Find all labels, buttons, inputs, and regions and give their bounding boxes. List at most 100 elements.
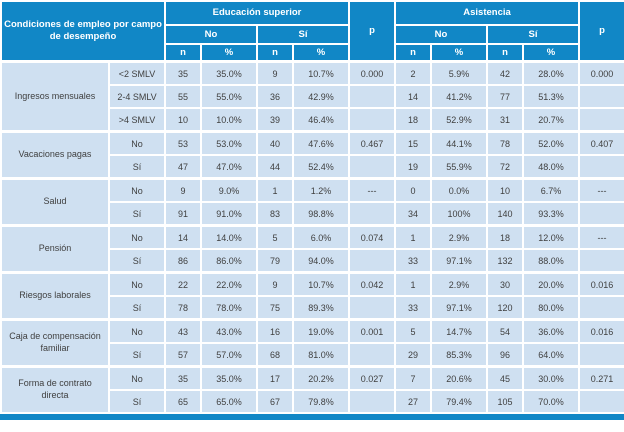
value-cell: 5 [394, 318, 432, 344]
value-cell: 16 [256, 318, 294, 344]
value-cell: 14.0% [200, 224, 258, 250]
value-cell: 0 [394, 177, 432, 203]
value-cell: 14.7% [430, 318, 488, 344]
value-cell: 45 [486, 365, 524, 391]
p-value-cell [578, 84, 624, 109]
value-cell: 48.0% [521, 154, 581, 180]
value-cell: 140 [486, 201, 524, 227]
employment-conditions-table: Condiciones de empleo por campo de desem… [0, 0, 624, 414]
subcategory-cell: Sí [108, 295, 166, 321]
value-cell: 41.2% [430, 84, 488, 109]
p-value-cell [348, 342, 396, 368]
header-n: n [164, 43, 202, 63]
header-edu-no: No [164, 24, 258, 45]
value-cell: 55 [164, 84, 202, 109]
header-asis-si: Sí [485, 24, 581, 45]
table-body: Ingresos mensuales <2 SMLV 35 35.0% 9 10.7% 0.… [0, 60, 624, 414]
p-value-cell: 0.467 [348, 130, 396, 156]
header-group-asistencia: Asistencia [393, 0, 581, 26]
value-cell: 78 [164, 295, 202, 321]
p-value-cell [578, 295, 624, 321]
subcategory-cell: Sí [108, 201, 166, 227]
value-cell: 36.0% [521, 318, 581, 344]
value-cell: 97.1% [430, 248, 488, 274]
value-cell: 2 [394, 60, 432, 86]
table-row: Vacaciones pagas No 53 53.0% 40 47.6% 0.467 15 4… [0, 130, 624, 180]
p-value-cell [348, 248, 396, 274]
value-cell: 53 [164, 130, 202, 156]
table-row: Forma de contrato directa No 35 35.0% 17 20.2… [0, 365, 624, 414]
header-n: n [256, 43, 294, 63]
value-cell: 55.9% [430, 154, 488, 180]
table-row: Sí 47 47.0% 44 52.4% 19 55.9% 72 48.0% [1, 154, 624, 180]
value-cell: 10 [164, 107, 202, 133]
value-cell: 20.0% [521, 271, 581, 297]
subcategory-cell: Sí [108, 342, 166, 368]
value-cell: 46.4% [292, 107, 350, 133]
p-value-cell: 0.271 [578, 365, 624, 391]
value-cell: 9 [256, 60, 294, 86]
value-cell: 19.0% [292, 318, 350, 344]
p-value-cell [348, 107, 396, 133]
value-cell: 51.3% [521, 84, 581, 109]
value-cell: 12.0% [521, 224, 581, 250]
value-cell: 132 [486, 248, 524, 274]
value-cell: 7 [394, 365, 432, 391]
header-p-educacion: p [348, 0, 396, 63]
value-cell: 44 [256, 154, 294, 180]
value-cell: 27 [394, 389, 432, 414]
value-cell: 1.2% [292, 177, 350, 203]
value-cell: 94.0% [292, 248, 350, 274]
value-cell: 53.0% [200, 130, 258, 156]
p-value-cell: --- [578, 224, 624, 250]
p-value-cell: 0.000 [348, 60, 396, 86]
value-cell: 9 [256, 271, 294, 297]
header-pct: % [292, 43, 350, 63]
value-cell: 93.3% [521, 201, 581, 227]
p-value-cell [578, 248, 624, 274]
value-cell: 18 [394, 107, 432, 133]
header-asis-no: No [394, 24, 488, 45]
value-cell: 72 [486, 154, 524, 180]
value-cell: 18 [486, 224, 524, 250]
employment-conditions-table-wrap: Condiciones de empleo por campo de desem… [0, 0, 624, 420]
category-cell: Vacaciones pagas [0, 130, 110, 180]
value-cell: 77 [486, 84, 524, 109]
value-cell: 28.0% [521, 60, 581, 86]
value-cell: 52.0% [521, 130, 581, 156]
value-cell: 20.2% [292, 365, 350, 391]
value-cell: 1 [394, 271, 432, 297]
value-cell: 42 [486, 60, 524, 86]
category-cell: Forma de contrato directa [0, 365, 110, 414]
table-header: Condiciones de empleo por campo de desem… [0, 0, 624, 63]
header-group-educacion: Educación superior [164, 0, 350, 26]
value-cell: 79.8% [292, 389, 350, 414]
value-cell: 1 [256, 177, 294, 203]
value-cell: 43.0% [200, 318, 258, 344]
table-row: Sí 91 91.0% 83 98.8% 34 100% 140 93.3% [1, 201, 624, 227]
value-cell: 47.6% [292, 130, 350, 156]
header-pct: % [521, 43, 581, 63]
subcategory-cell: Sí [108, 248, 166, 274]
value-cell: 33 [394, 248, 432, 274]
p-value-cell: 0.000 [578, 60, 624, 86]
value-cell: 64.0% [521, 342, 581, 368]
value-cell: 78.0% [200, 295, 258, 321]
value-cell: 78 [486, 130, 524, 156]
value-cell: 52.4% [292, 154, 350, 180]
value-cell: 55.0% [200, 84, 258, 109]
value-cell: 75 [256, 295, 294, 321]
value-cell: 79 [256, 248, 294, 274]
category-cell: Ingresos mensuales [0, 60, 110, 133]
value-cell: 54 [486, 318, 524, 344]
value-cell: 89.3% [292, 295, 350, 321]
value-cell: 14 [394, 84, 432, 109]
p-value-cell: 0.042 [348, 271, 396, 297]
value-cell: 10.7% [292, 271, 350, 297]
p-value-cell [348, 84, 396, 109]
p-value-cell [578, 389, 624, 414]
value-cell: 100% [430, 201, 488, 227]
subcategory-cell: No [108, 318, 166, 344]
value-cell: 2.9% [430, 224, 488, 250]
subcategory-cell: No [108, 365, 166, 391]
